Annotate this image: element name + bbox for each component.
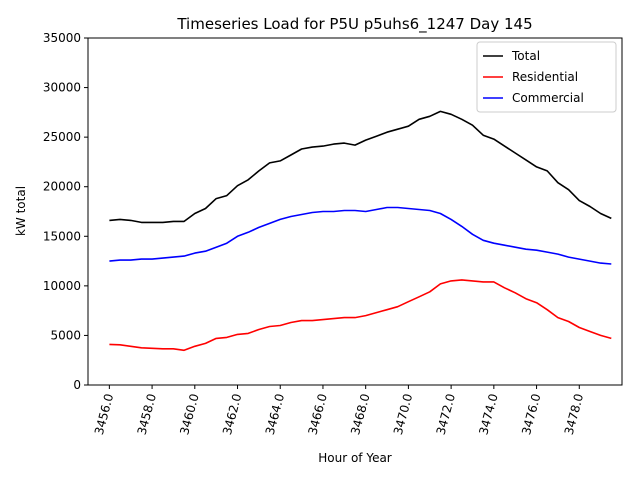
- y-tick-label: 15000: [43, 229, 81, 243]
- plot-lines: [109, 110, 612, 352]
- legend: Total Residential Commercial: [476, 41, 617, 113]
- series-line-total: [109, 110, 612, 224]
- y-tick-label: 35000: [43, 31, 81, 45]
- series-line-residential: [109, 279, 612, 352]
- x-axis-label: Hour of Year: [318, 451, 392, 465]
- y-tick-label: 30000: [43, 81, 81, 95]
- y-tick-label: 10000: [43, 279, 81, 293]
- y-tick-label: 0: [73, 378, 81, 392]
- legend-box: [476, 41, 617, 113]
- legend-label-commercial: Commercial: [512, 91, 584, 105]
- y-axis: 0 5000 10000 15000 20000 25000 30000 35000: [43, 31, 88, 392]
- chart-title: Timeseries Load for P5U p5uhs6_1247 Day …: [176, 15, 532, 34]
- series-line-commercial: [109, 206, 612, 265]
- y-tick-label: 20000: [43, 180, 81, 194]
- y-tick-label: 5000: [50, 328, 81, 342]
- plot-frame: [87, 37, 623, 386]
- y-axis-label: kW total: [14, 186, 28, 236]
- y-tick-label: 25000: [43, 130, 81, 144]
- legend-label-residential: Residential: [512, 70, 578, 84]
- legend-label-total: Total: [511, 49, 540, 63]
